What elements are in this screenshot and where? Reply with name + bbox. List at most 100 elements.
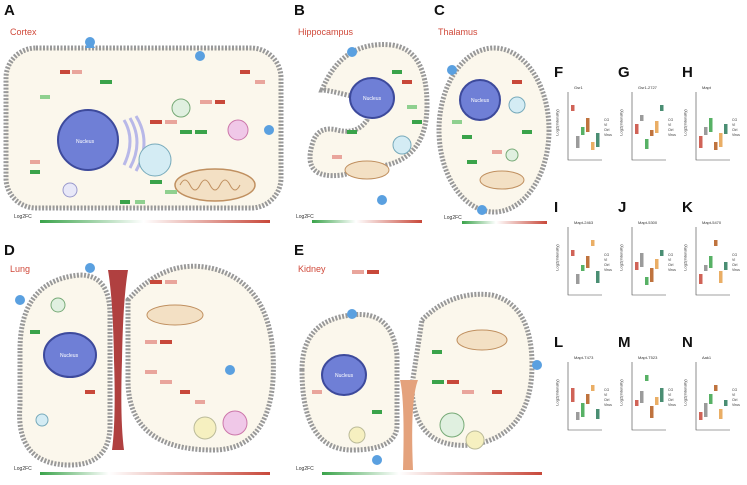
mitochondria-shape bbox=[479, 170, 525, 190]
box-mark bbox=[586, 394, 590, 404]
hippocampus-cell-diagram: Nucleus bbox=[307, 42, 430, 223]
proteasome-shape bbox=[508, 96, 526, 114]
er-shape bbox=[122, 115, 146, 172]
panel-letter: K bbox=[682, 199, 693, 216]
log2fc-label: Log2FC bbox=[14, 466, 32, 472]
nucleus-shape bbox=[459, 79, 501, 121]
blood-vessel bbox=[400, 380, 418, 470]
box-mark bbox=[640, 391, 644, 403]
box-mark bbox=[571, 388, 575, 402]
panel-title: Cortex bbox=[10, 27, 37, 37]
boxplot-panel-i: I Mapt-2463 Log2(Intensity) CG VI Ctrl Virus bbox=[554, 195, 616, 325]
receptor-icon bbox=[532, 360, 542, 370]
box-mark bbox=[640, 115, 644, 121]
legend-item: Virus bbox=[732, 268, 740, 272]
nucleus-label: Nucleus bbox=[335, 373, 354, 379]
box-mark bbox=[650, 268, 654, 282]
box-mark bbox=[591, 142, 595, 150]
box-mark bbox=[714, 240, 718, 246]
lysosome-shape bbox=[227, 119, 249, 141]
receptor-icon bbox=[195, 51, 205, 61]
legend-item: Virus bbox=[604, 268, 612, 272]
box-mark bbox=[576, 274, 580, 284]
legend-item: VI bbox=[604, 258, 608, 262]
nucleus-label: Nucleus bbox=[76, 139, 95, 145]
box-mark bbox=[709, 256, 713, 268]
boxplot-title: Mapt-5300 bbox=[638, 220, 658, 225]
panel-e-kidney: E Kidney Nucleus Log2FC bbox=[292, 240, 554, 480]
legend-item: Virus bbox=[604, 403, 612, 407]
endosome-shape bbox=[505, 148, 519, 162]
receptor-icon bbox=[225, 365, 235, 375]
boxplot-panel-g: G Gsr1-2727 Log2(Intensity) CG VI Ctrl Virus bbox=[618, 60, 680, 190]
nucleus-shape bbox=[349, 77, 395, 119]
box-mark bbox=[655, 397, 659, 405]
boxplot-legend: CG VI Ctrl Virus bbox=[668, 388, 676, 408]
legend-item: VI bbox=[668, 123, 672, 127]
protein-labels bbox=[30, 70, 265, 204]
boxplot-title: Mapt-5470 bbox=[702, 220, 722, 225]
cell-membrane bbox=[409, 291, 535, 448]
receptor-icon bbox=[347, 47, 357, 57]
nucleus-shape bbox=[43, 332, 97, 378]
legend-item: Ctrl bbox=[668, 263, 674, 267]
box-mark bbox=[655, 259, 659, 269]
legend-item: Ctrl bbox=[668, 128, 674, 132]
legend-item: Ctrl bbox=[732, 263, 738, 267]
box-mark bbox=[591, 385, 595, 391]
proteasome-shape bbox=[138, 143, 172, 177]
receptor-icon bbox=[264, 125, 274, 135]
panel-title: Lung bbox=[10, 264, 31, 274]
legend-item: CG bbox=[732, 118, 738, 122]
boxplot-title: Mapt-2463 bbox=[574, 220, 594, 225]
panel-letter: E bbox=[294, 242, 305, 259]
box-mark bbox=[719, 271, 723, 283]
proteasome-shape bbox=[392, 135, 412, 155]
boxplot-panel-k: K Mapt-5470 Log2(Intensity) CG VI Ctrl Virus bbox=[682, 195, 744, 325]
nucleus-label: Nucleus bbox=[60, 353, 79, 359]
box-mark bbox=[635, 400, 639, 406]
nucleus-shape bbox=[321, 354, 367, 396]
boxplot-panel-l: L Mapt-T473 Log2(Intensity) CG VI Ctrl Virus bbox=[554, 330, 616, 460]
legend-item: VI bbox=[604, 123, 608, 127]
legend-item: CG bbox=[732, 388, 738, 392]
boxplot-panel-n: N Aak1 Log2(Intensity) CG VI Ctrl Virus bbox=[682, 330, 744, 460]
box-mark bbox=[660, 388, 664, 402]
boxplot-legend: CG VI Ctrl Virus bbox=[668, 253, 676, 273]
lysosome-shape bbox=[222, 410, 248, 436]
box-mark bbox=[645, 277, 649, 285]
legend-item: Virus bbox=[668, 403, 676, 407]
panel-a-cortex: A Cortex Nucleus bbox=[0, 0, 290, 230]
legend-item: CG bbox=[668, 118, 674, 122]
box-mark bbox=[586, 118, 590, 132]
box-mark bbox=[596, 133, 600, 147]
legend-item: VI bbox=[732, 258, 736, 262]
panel-letter: N bbox=[682, 334, 693, 351]
legend-item: Ctrl bbox=[604, 128, 610, 132]
panel-letter: D bbox=[4, 242, 15, 259]
receptor-icon bbox=[15, 295, 25, 305]
box-mark bbox=[571, 250, 575, 256]
log2fc-colorbar bbox=[312, 220, 422, 223]
receptor-icon bbox=[85, 37, 95, 47]
legend-item: Virus bbox=[732, 133, 740, 137]
receptor-icon bbox=[347, 309, 357, 319]
box-mark bbox=[704, 403, 708, 417]
boxplot-grid: F Gsr1 Log2(Intensity) CG VI Ctrl Virus G Gsr1-2… bbox=[554, 60, 747, 480]
box-mark bbox=[719, 409, 723, 419]
panel-letter: M bbox=[618, 334, 631, 351]
box-mark bbox=[635, 124, 639, 134]
panel-letter: F bbox=[554, 64, 564, 81]
boxplot-panel-m: M Mapt-T523 Log2(Intensity) CG VI Ctrl Virus bbox=[618, 330, 680, 460]
panel-d-lung: D Lung Nucleus Log2FC bbox=[0, 240, 290, 480]
box-mark bbox=[586, 256, 590, 268]
panel-c-thalamus: C Thalamus Nucleus Log2FC bbox=[432, 0, 552, 230]
mitochondria-shape bbox=[174, 168, 256, 202]
legend-item: CG bbox=[604, 253, 610, 257]
box-mark bbox=[719, 133, 723, 147]
blood-vessel bbox=[108, 270, 128, 450]
log2fc-label: Log2FC bbox=[296, 214, 314, 220]
log2fc-label: Log2FC bbox=[14, 214, 32, 220]
legend-item: VI bbox=[668, 393, 672, 397]
log2fc-colorbar bbox=[40, 220, 270, 223]
